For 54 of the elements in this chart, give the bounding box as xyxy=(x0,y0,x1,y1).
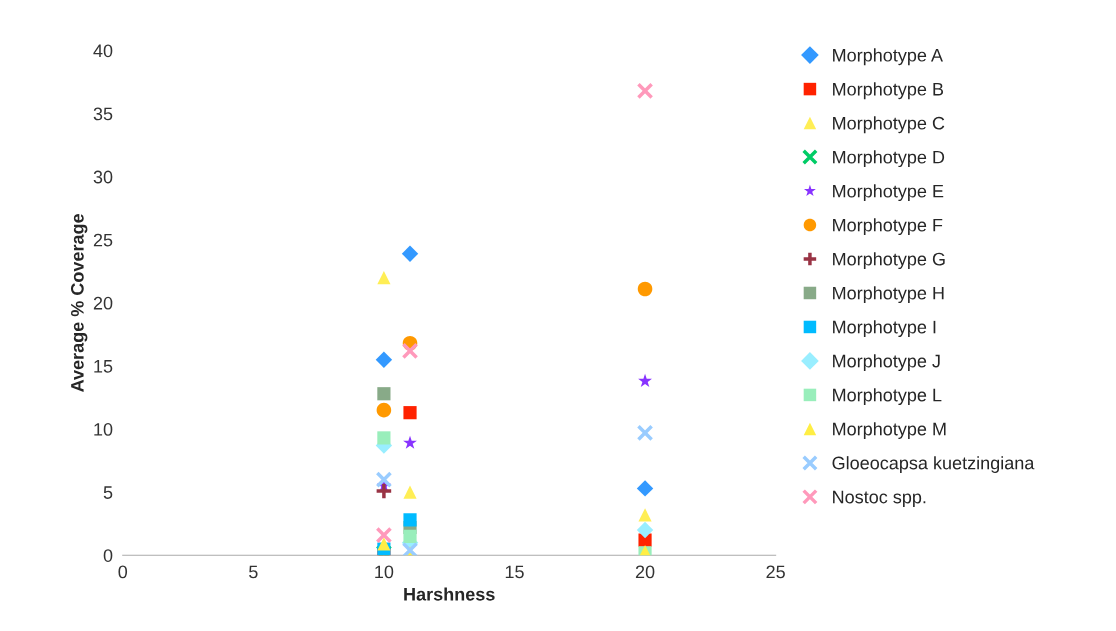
point xyxy=(403,513,417,527)
point xyxy=(377,271,391,285)
y-tick-label: 25 xyxy=(93,233,113,247)
point xyxy=(401,245,419,262)
y-tick-label: 10 xyxy=(94,423,113,436)
point xyxy=(403,485,417,499)
point xyxy=(375,471,393,488)
point xyxy=(403,529,417,543)
legend-label: Morphotype A xyxy=(833,48,943,66)
x-axis-title: Harshness xyxy=(404,587,495,601)
point xyxy=(636,480,654,497)
point xyxy=(374,481,393,500)
y-tick-label: 40 xyxy=(93,44,113,58)
legend-label: Nostoc spp. xyxy=(833,490,926,507)
point xyxy=(403,435,417,449)
legend-label: Morphotype E xyxy=(833,184,944,202)
x-tick-label: 5 xyxy=(249,565,258,579)
point xyxy=(377,387,391,401)
point xyxy=(636,424,654,442)
y-tick-label: 35 xyxy=(93,107,113,121)
point xyxy=(636,82,654,100)
point xyxy=(401,342,419,360)
point xyxy=(377,537,391,551)
legend-label: Morphotype H xyxy=(833,286,944,304)
legend-label: Morphotype L xyxy=(833,388,942,405)
point xyxy=(375,526,393,544)
point xyxy=(377,431,391,445)
x-tick-label: 20 xyxy=(635,565,655,579)
legend-label: Morphotype J xyxy=(833,354,940,372)
point xyxy=(376,402,392,418)
legend-label: Morphotype D xyxy=(833,150,945,168)
y-tick-label: 0 xyxy=(103,549,113,562)
x-tick-label: 0 xyxy=(118,565,128,579)
point xyxy=(403,406,417,420)
legend-label: Morphotype I xyxy=(833,320,936,338)
legend-label: Morphotype G xyxy=(833,252,945,270)
legend-label: Gloeocapsa kuetzingiana xyxy=(832,456,1035,473)
point xyxy=(638,508,652,522)
x-tick-label: 10 xyxy=(375,565,394,579)
legend-label: Morphotype F xyxy=(833,218,943,236)
y-tick-label: 30 xyxy=(93,170,113,184)
y-axis-title: Average % Coverage xyxy=(70,214,88,392)
y-tick-label: 20 xyxy=(93,296,113,310)
point xyxy=(638,373,652,388)
point xyxy=(375,351,393,368)
point xyxy=(637,281,653,297)
legend-label: Morphotype C xyxy=(833,116,945,134)
legend-label: Morphotype B xyxy=(833,82,944,100)
y-tick-label: 5 xyxy=(103,486,113,499)
legend-label: Morphotype M xyxy=(833,422,946,439)
point xyxy=(636,521,654,539)
y-tick-label: 15 xyxy=(94,360,113,373)
x-tick-label: 25 xyxy=(766,565,785,579)
x-tick-label: 15 xyxy=(505,565,524,579)
